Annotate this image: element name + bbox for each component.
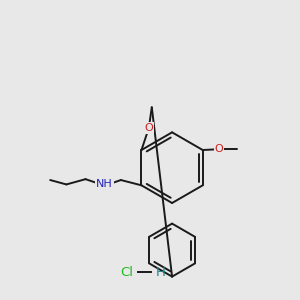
Text: Cl: Cl (120, 266, 133, 279)
Text: O: O (214, 144, 223, 154)
Text: NH: NH (96, 179, 113, 190)
Text: O: O (145, 123, 153, 133)
Text: H: H (155, 266, 165, 279)
